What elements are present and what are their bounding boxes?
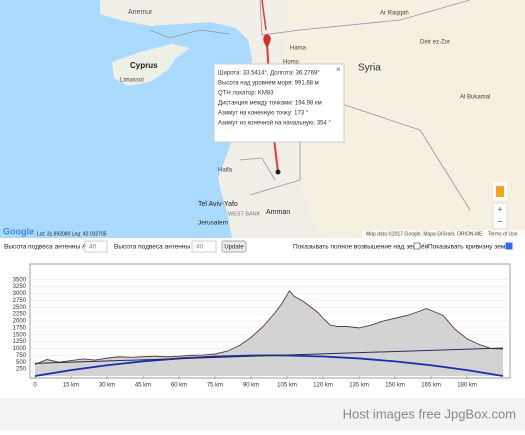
attribution-bg <box>362 230 525 238</box>
line-of-sight <box>34 347 504 364</box>
popup-line: QTH локатор: KM83 <box>218 91 274 97</box>
watermark: Host images free JpgBox.com <box>343 406 516 421</box>
input-b[interactable] <box>191 240 217 253</box>
zoom-out[interactable]: − <box>497 216 502 226</box>
zoom-in[interactable]: + <box>497 204 502 214</box>
map-label: Anemur <box>128 9 153 16</box>
terrain-line <box>34 289 504 365</box>
update-label: Update <box>224 245 244 251</box>
label-a: Высота подвеса антенны A: <box>4 244 88 251</box>
y-tick-label: 500 <box>16 360 27 366</box>
marker-b[interactable] <box>275 169 281 175</box>
map[interactable]: AnemurCyprusLimassolBeirutDamascusHaifaT… <box>0 0 525 238</box>
y-tick-label: 1750 <box>13 325 27 331</box>
map-label: Syria <box>358 63 381 74</box>
terrain-fill <box>35 290 503 376</box>
map-label: Ar Raqqah <box>380 11 409 17</box>
x-tick-label: 15 km <box>63 383 79 389</box>
x-tick-label: 75 km <box>207 383 223 389</box>
marker-a[interactable] <box>263 34 271 48</box>
x-tick-label: 135 km <box>349 383 369 389</box>
desert <box>280 0 525 238</box>
map-label: Jerusalem <box>198 220 228 227</box>
x-tick-label: 0 <box>33 383 37 389</box>
full-elevation-checkbox[interactable] <box>413 242 421 250</box>
x-tick-label: 150 km <box>385 383 405 389</box>
elevation-chart: 2505007501000125015001750200022502500275… <box>13 263 511 389</box>
x-tick-label: 30 km <box>99 383 115 389</box>
footer <box>0 398 525 430</box>
road <box>261 0 267 31</box>
x-tick-label: 165 km <box>421 383 441 389</box>
popup-lines: Широта: 33.5414°, Долгота: 36.2769° Высот… <box>218 71 332 127</box>
map-label: Tel Aviv-Yafo <box>198 201 238 208</box>
label-b: Высота подвеса антенны B: <box>114 244 198 251</box>
y-tick-label: 1000 <box>13 346 27 352</box>
pegman-icon <box>496 186 504 197</box>
attribution: Map data ©2017 Google, Mapa GISrael, ORI… <box>366 230 483 237</box>
map-label: Al Bukamal <box>460 95 490 101</box>
google-logo: Google <box>3 226 34 236</box>
y-tick-label: 2750 <box>13 298 27 304</box>
earth-curve-label: Показывать кривизну земли <box>428 244 513 251</box>
y-tick-label: 1500 <box>13 332 27 338</box>
y-tick-label: 2000 <box>13 319 27 325</box>
x-tick-label: 180 km <box>457 383 477 389</box>
update-button[interactable] <box>221 240 247 253</box>
island <box>112 44 190 86</box>
map-label: Hama <box>290 46 307 52</box>
x-tick-label: 105 km <box>277 383 297 389</box>
y-tick-label: 2250 <box>13 312 27 318</box>
x-tick-label: 90 km <box>243 383 259 389</box>
y-tick-label: 250 <box>16 367 27 373</box>
popup-close[interactable]: × <box>336 65 341 74</box>
popup-line: Азимут из конечной на начальную: 354 ° <box>218 120 332 127</box>
controls: Высота подвеса антенны A: 40 Высота подв… <box>4 240 513 253</box>
terms-link[interactable]: Terms of Use <box>488 231 518 237</box>
map-label: Amman <box>266 209 290 216</box>
y-tick-label: 1250 <box>13 339 27 345</box>
map-label: Homs <box>283 60 299 66</box>
input-a-value: 40 <box>89 244 97 251</box>
x-tick-label: 60 km <box>171 383 187 389</box>
popup-line: Широта: 33.5414°, Долгота: 36.2769° <box>218 71 320 77</box>
y-tick-label: 3000 <box>13 291 27 297</box>
coordinates: Lat: 31.992080 Lng: 42.032705 <box>37 231 107 237</box>
map-label: Deir ez-Zor <box>420 40 450 46</box>
full-elevation-label: Показывать полное возвышение над землёй <box>293 243 429 251</box>
input-a[interactable] <box>84 240 108 253</box>
x-tick-label: 45 km <box>135 383 151 389</box>
popup-line: Высота над уровнем моря: 991.68 м <box>218 81 319 87</box>
y-tick-label: 2500 <box>13 305 27 311</box>
popup-line: Дистанция между точками: 194.98 км <box>218 101 322 107</box>
input-b-value: 40 <box>196 244 204 251</box>
y-tick-label: 3500 <box>13 277 27 283</box>
earth-curve-checkbox[interactable] <box>505 242 513 250</box>
popup-line: Азимут на конечную точку: 173 ° <box>218 111 309 117</box>
map-label: Cyprus <box>130 61 158 70</box>
map-label: WEST BANK <box>228 211 261 217</box>
y-tick-label: 3250 <box>13 284 27 290</box>
zoom-control[interactable] <box>492 202 508 230</box>
map-label: Limassol <box>120 78 144 84</box>
info-popup <box>213 63 345 143</box>
x-tick-label: 120 km <box>313 383 333 389</box>
map-label: Haifa <box>218 168 233 174</box>
y-tick-label: 750 <box>16 353 27 359</box>
